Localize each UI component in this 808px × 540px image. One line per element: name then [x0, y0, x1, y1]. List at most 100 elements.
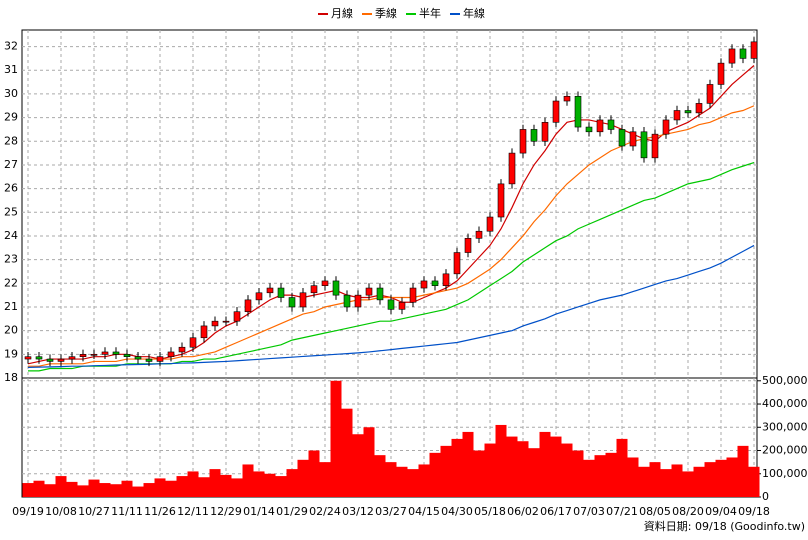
volume-bar [198, 477, 210, 497]
x-tick-label: 09/18 [738, 505, 770, 518]
candle-body [387, 299, 395, 310]
y-tick-label: 25 [4, 205, 18, 218]
volume-bar [330, 380, 342, 497]
volume-bar [77, 485, 89, 497]
x-tick-label: 03/12 [342, 505, 374, 518]
volume-bar [341, 408, 353, 497]
volume-bar [231, 478, 243, 497]
y-tick-label: 28 [4, 134, 18, 147]
volume-bar [583, 459, 595, 497]
volume-bar [594, 455, 606, 497]
y-tick-label: 22 [4, 276, 18, 289]
x-tick-label: 03/27 [375, 505, 407, 518]
y-tick-label: 32 [4, 40, 18, 53]
y-tick-label: 18 [4, 371, 18, 384]
volume-bar [33, 480, 45, 497]
volume-bar [132, 486, 144, 497]
volume-bar [660, 469, 672, 497]
candle-body [728, 48, 736, 64]
volume-bar [286, 469, 298, 497]
volume-bar [187, 471, 199, 497]
y2-tick-label: 100,000 [762, 467, 808, 480]
candle-body [101, 351, 109, 355]
x-tick-label: 08/20 [672, 505, 704, 518]
volume-bar [165, 480, 177, 497]
x-tick-label: 09/19 [12, 505, 44, 518]
candle-body [156, 356, 164, 362]
volume-bar [275, 476, 287, 497]
volume-bar [627, 457, 639, 497]
candle-body [651, 133, 659, 159]
candle-body [211, 320, 219, 327]
candle-body [519, 129, 527, 154]
candle-body [354, 294, 362, 308]
candle-body [310, 285, 318, 294]
candle-body [57, 358, 65, 362]
volume-bar [682, 471, 694, 497]
y-tick-label: 24 [4, 229, 18, 242]
volume-bar [110, 484, 122, 497]
x-tick-label: 11/26 [144, 505, 176, 518]
volume-bar [451, 438, 463, 497]
y2-tick-label: 0 [762, 490, 769, 503]
candle-body [244, 299, 252, 313]
volume-bar [715, 459, 727, 497]
volume-bar [99, 483, 111, 497]
volume-bar [748, 466, 760, 497]
volume-bar [572, 450, 584, 497]
x-tick-label: 04/15 [408, 505, 440, 518]
candle-body [68, 356, 76, 360]
candle-body [134, 356, 142, 360]
candle-body [541, 122, 549, 142]
y2-tick-label: 300,000 [762, 420, 808, 433]
volume-bar [550, 436, 562, 497]
candle-body [442, 273, 450, 286]
candle-body [673, 110, 681, 121]
legend-label: 年線 [463, 6, 485, 20]
volume-bar [649, 462, 661, 497]
volume-bar [176, 476, 188, 497]
candle-body [486, 216, 494, 232]
volume-bar [363, 427, 375, 497]
candle-body [607, 119, 615, 130]
candle-body [299, 292, 307, 308]
candle-body [640, 131, 648, 159]
candle-body [475, 230, 483, 239]
candle-body [464, 238, 472, 253]
candle-body [288, 297, 296, 308]
volume-bar [506, 436, 518, 497]
legend-label: 季線 [375, 6, 397, 20]
candle-body [123, 354, 131, 357]
volume-bar [418, 464, 430, 497]
volume-bar [429, 452, 441, 497]
volume-bar [616, 438, 628, 497]
y-tick-label: 21 [4, 300, 18, 313]
volume-bar [209, 469, 221, 497]
candle-body [112, 351, 120, 355]
volume-bar [671, 464, 683, 497]
volume-bar [22, 483, 34, 497]
candle-body [563, 95, 571, 102]
volume-bar [462, 431, 474, 497]
x-tick-label: 10/08 [45, 505, 77, 518]
x-tick-label: 02/24 [309, 505, 341, 518]
volume-bar [264, 473, 276, 497]
candle-body [618, 129, 626, 147]
y-tick-label: 26 [4, 182, 18, 195]
volume-bar [407, 469, 419, 497]
x-tick-label: 09/04 [705, 505, 737, 518]
volume-bar [154, 478, 166, 497]
volume-bar [737, 445, 749, 497]
candle-body [552, 100, 560, 123]
volume-bar [55, 476, 67, 497]
candle-body [233, 311, 241, 322]
volume-bar [297, 459, 309, 497]
candle-body [266, 287, 274, 294]
y-tick-label: 19 [4, 347, 18, 360]
candle-body [189, 337, 197, 348]
candle-body [739, 48, 747, 59]
volume-bar [308, 450, 320, 497]
x-tick-label: 01/14 [243, 505, 275, 518]
candle-body [167, 351, 175, 357]
volume-bar [561, 443, 573, 497]
